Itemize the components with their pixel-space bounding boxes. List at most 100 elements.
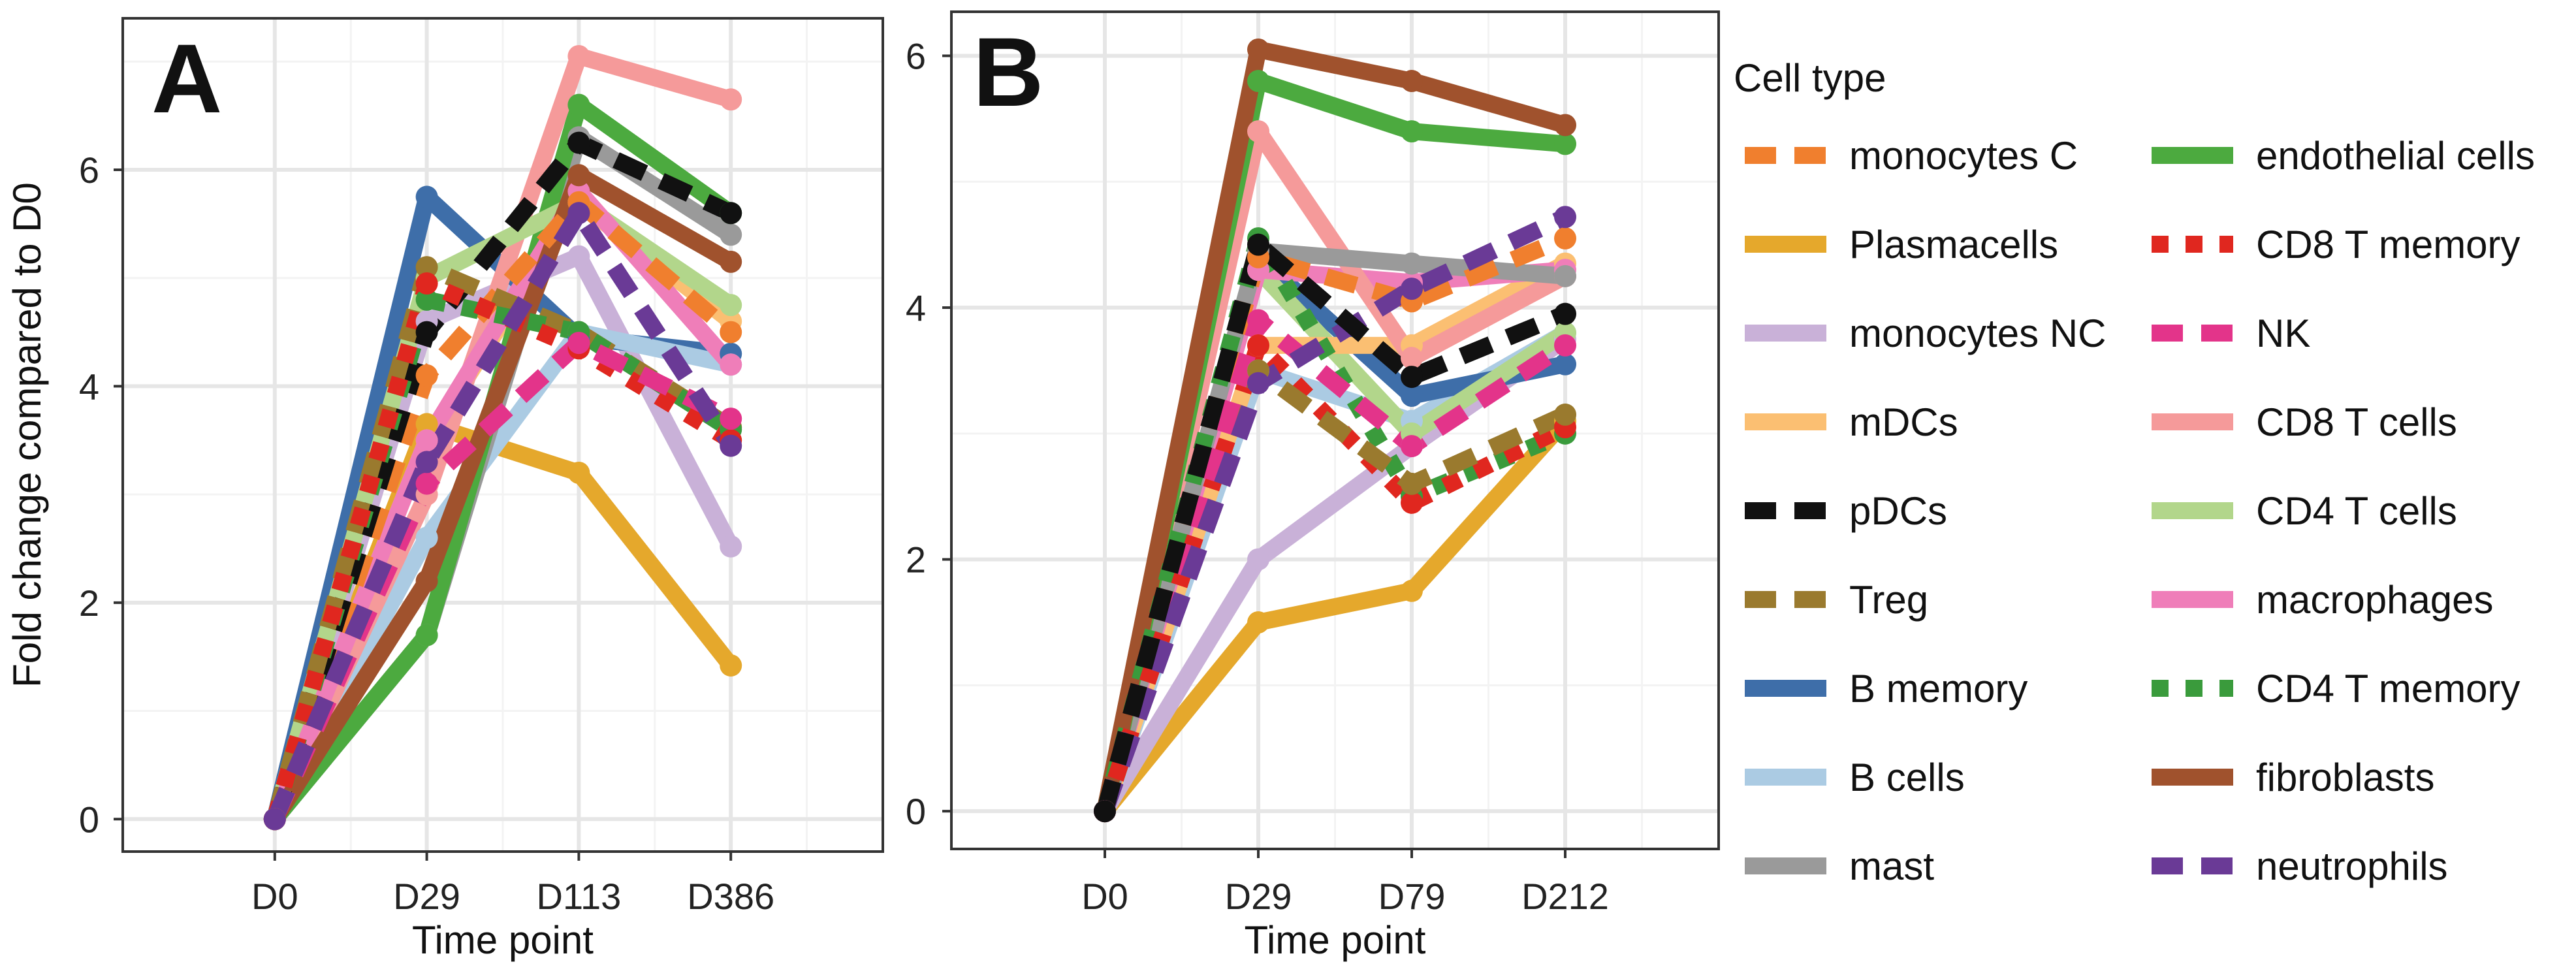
data-point-endothelial-cells (1247, 70, 1269, 93)
data-point-endothelial-cells (567, 93, 590, 116)
series-line-treg (266, 259, 736, 822)
data-point-monocytes-nc (1247, 548, 1269, 571)
data-point-nk (1401, 435, 1423, 458)
data-point-pdcs (415, 321, 438, 344)
panel-label: A (151, 24, 222, 133)
legend-item-neutrophils: neutrophils (2152, 844, 2448, 888)
data-point-macrophages (415, 429, 438, 452)
legend-label: macrophages (2256, 578, 2494, 622)
data-point-plasmacells (567, 462, 590, 484)
legend-item-b-cells: B cells (1745, 756, 1965, 799)
data-point-endothelial-cells (415, 624, 438, 647)
data-point-nk (1247, 309, 1269, 332)
series-line-monocytes-c (1096, 230, 1568, 814)
data-point-monocytes-nc (567, 245, 590, 268)
legend-title: Cell type (1734, 56, 1886, 100)
plot-frame (950, 10, 1720, 850)
legend-label: CD8 T memory (2256, 223, 2520, 266)
legend-item-mast: mast (1745, 844, 1934, 888)
data-point-cd8-t-cells (720, 88, 742, 111)
data-point-endothelial-cells (1554, 133, 1576, 155)
series-line-neutrophils (1096, 209, 1569, 814)
legend: Cell type monocytes C Plasmacells monocytes… (1734, 56, 2535, 888)
data-point-fibroblasts (1247, 38, 1269, 61)
legend-label: monocytes C (1849, 134, 2078, 178)
data-point-cd4-t-cells (720, 294, 742, 317)
legend-label: CD4 T memory (2256, 667, 2520, 711)
data-point-nk (720, 408, 742, 430)
x-axis-title: Time point (1245, 918, 1426, 962)
data-point-pdcs (567, 131, 590, 154)
data-point-cd4-t-memory (415, 288, 438, 311)
data-point-plasmacells (1247, 611, 1269, 633)
legend-item-treg: Treg (1745, 578, 1928, 622)
legend-label: pDCs (1849, 489, 1947, 533)
legend-item-endothelial-cells: endothelial cells (2152, 134, 2535, 178)
data-point-mast (1554, 264, 1576, 287)
legend-label: B memory (1849, 667, 2027, 711)
panel-a: 0 2 4 6 D0 D29 D113 D386 Time point Fold change c… (5, 17, 884, 962)
series-line-b-cells (267, 323, 733, 823)
y-tick-label: 6 (79, 150, 99, 191)
series-line-pdcs (1096, 236, 1568, 814)
data-point-nk (1554, 334, 1576, 357)
data-point-cd8-t-memory (415, 272, 438, 295)
data-point-fibroblasts (1554, 114, 1576, 136)
data-point-pdcs (1401, 366, 1423, 389)
x-axis-title: Time point (412, 918, 594, 962)
legend-item-cd8-t-cells: CD8 T cells (2152, 400, 2457, 444)
data-point-fibroblasts (720, 250, 742, 273)
legend-label: Treg (1849, 578, 1928, 622)
y-tick-label: 0 (79, 799, 99, 840)
legend-item-monocytes-c: monocytes C (1745, 134, 2078, 178)
data-point-neutrophils (1401, 278, 1423, 300)
data-point-fibroblasts (1401, 70, 1423, 93)
legend-label: CD8 T cells (2256, 400, 2457, 444)
series-line-pdcs (266, 134, 735, 822)
series-line-neutrophils (266, 204, 739, 823)
x-tick-label: D212 (1521, 876, 1609, 917)
legend-item-cd4-t-cells: CD4 T cells (2152, 489, 2457, 533)
series-line-fibroblasts (1096, 40, 1568, 813)
legend-label: neutrophils (2256, 844, 2448, 888)
y-tick-label: 6 (906, 35, 926, 76)
data-point-pdcs (1094, 800, 1116, 823)
data-point-macrophages (720, 353, 742, 376)
x-tick-label: D79 (1378, 876, 1446, 917)
series-line-cd8-t-memory (266, 275, 735, 822)
legend-item-nk: NK (2152, 312, 2310, 355)
data-point-fibroblasts (415, 569, 438, 592)
data-point-plasmacells (1401, 579, 1423, 602)
data-point-neutrophils (720, 434, 742, 457)
legend-item-cd4-t-memory: CD4 T memory (2152, 667, 2520, 711)
series-line-treg (1096, 362, 1569, 814)
panel-b: 0 2 4 6 D0 D29 D79 D212 Time point B (906, 10, 1720, 962)
x-tick-label: D29 (1225, 876, 1292, 917)
y-axis-title: Fold change compared to D0 (5, 182, 49, 688)
legend-item-b-memory: B memory (1745, 667, 2027, 711)
series-line-plasmacells (1098, 415, 1572, 817)
legend-label: endothelial cells (2256, 134, 2535, 178)
data-point-b-memory (415, 185, 438, 208)
data-point-treg (1401, 472, 1423, 495)
data-point-neutrophils (415, 451, 438, 473)
data-point-neutrophils (1554, 206, 1576, 229)
data-point-b-memory (1554, 353, 1576, 376)
data-point-b-cells (415, 526, 438, 549)
legend-label: monocytes NC (1849, 312, 2106, 355)
data-point-neutrophils (567, 202, 590, 225)
data-point-cd8-t-memory (1247, 334, 1269, 357)
legend-item-plasmacells: Plasmacells (1745, 223, 2058, 266)
legend-item-monocytes-nc: monocytes NC (1745, 312, 2106, 355)
panel-label: B (973, 17, 1043, 127)
data-point-pdcs (1554, 302, 1576, 325)
data-point-treg (415, 256, 438, 279)
legend-item-macrophages: macrophages (2152, 578, 2494, 622)
y-tick-label: 2 (79, 583, 99, 624)
data-point-cd8-t-cells (1247, 120, 1269, 143)
data-point-mast (720, 223, 742, 246)
data-point-b-memory (1401, 384, 1423, 407)
data-point-monocytes-c (415, 364, 438, 387)
legend-item-mdcs: mDCs (1745, 400, 1958, 444)
x-tick-label: D29 (393, 876, 460, 917)
